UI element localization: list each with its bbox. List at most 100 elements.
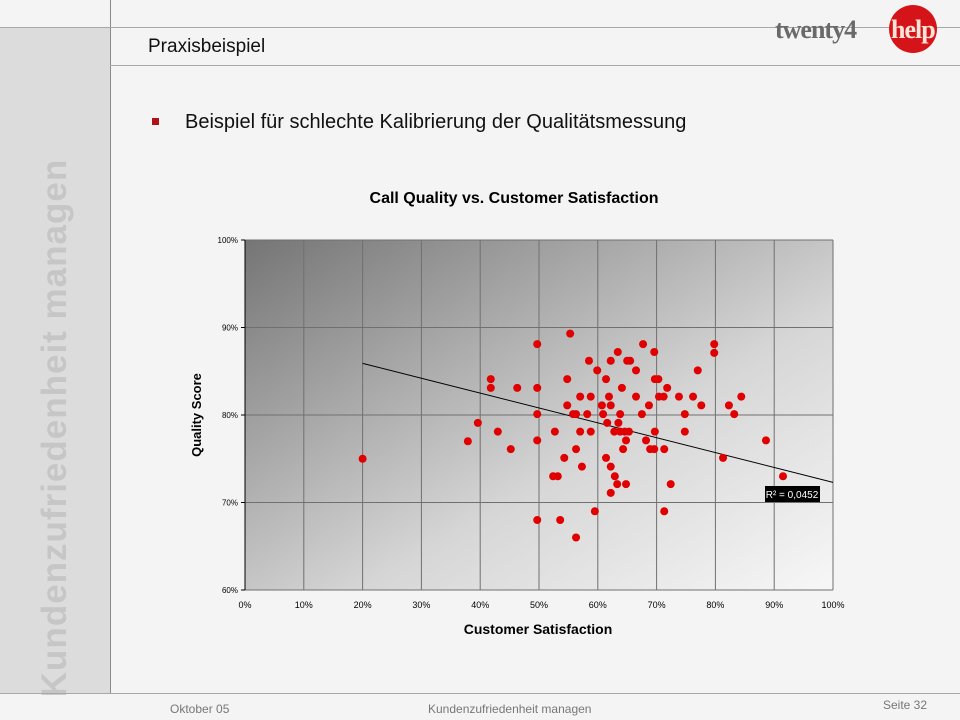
y-tick-label: 60% — [222, 586, 238, 595]
data-point — [639, 340, 648, 349]
x-tick-label: 10% — [295, 600, 313, 610]
data-point — [650, 445, 659, 454]
data-point — [654, 375, 663, 384]
data-point — [602, 453, 611, 462]
data-point — [697, 401, 706, 410]
divider-footer — [0, 693, 960, 694]
logo-circle — [889, 5, 937, 53]
footer-page: Seite 32 — [883, 698, 928, 712]
x-tick-label: 80% — [706, 600, 724, 610]
bullet-icon — [152, 118, 159, 125]
data-point — [660, 507, 669, 516]
data-point — [560, 453, 569, 462]
data-point — [463, 437, 472, 446]
data-point — [617, 383, 626, 392]
data-point — [710, 348, 719, 357]
logo-text-left: twenty4 — [775, 15, 857, 44]
data-point — [358, 454, 367, 463]
data-point — [576, 392, 585, 401]
data-point — [610, 427, 619, 436]
data-point — [689, 392, 698, 401]
data-point — [556, 516, 565, 524]
data-point — [710, 340, 719, 349]
data-point — [473, 418, 482, 427]
data-point — [624, 427, 633, 436]
r2-label: R² = 0,0452 — [766, 490, 819, 501]
data-point — [533, 516, 542, 524]
data-point — [632, 366, 641, 375]
data-point — [566, 329, 575, 338]
footer-date: Oktober 05 — [170, 702, 230, 716]
data-point — [493, 427, 502, 436]
data-point — [533, 340, 542, 349]
data-point — [597, 401, 606, 410]
data-point — [644, 401, 653, 410]
data-point — [563, 401, 572, 410]
data-point — [632, 392, 641, 401]
x-tick-label: 70% — [648, 600, 666, 610]
divider-top — [0, 27, 960, 28]
data-point — [666, 480, 675, 489]
data-point — [614, 418, 623, 427]
top-strip — [110, 0, 960, 27]
data-point — [650, 427, 659, 436]
data-point — [622, 436, 631, 445]
data-point — [642, 436, 651, 445]
logo-text-right: help — [891, 15, 936, 44]
bullet-text: Beispiel für schlechte Kalibrierung der … — [185, 111, 687, 133]
data-point — [599, 410, 608, 419]
data-point — [613, 480, 622, 489]
data-point — [616, 410, 625, 419]
x-tick-label: 60% — [589, 600, 607, 610]
y-tick-label: 90% — [222, 324, 238, 333]
x-tick-label: 90% — [765, 600, 783, 610]
data-point — [583, 410, 592, 419]
data-point — [584, 356, 593, 365]
data-point — [604, 392, 613, 401]
data-point — [613, 348, 622, 356]
data-point — [619, 445, 628, 454]
data-point — [637, 410, 646, 419]
trendline — [362, 362, 834, 483]
page-title: Praxisbeispiel — [148, 36, 266, 57]
y-axis-label: Quality Score — [189, 373, 204, 457]
data-point — [761, 436, 770, 445]
data-point — [606, 462, 615, 471]
sidebar-band: Kundenzufriedenheit managen — [0, 28, 111, 697]
data-point — [593, 366, 602, 375]
data-point — [659, 392, 668, 401]
data-point — [724, 401, 733, 410]
data-point — [586, 392, 595, 401]
data-point — [576, 427, 585, 436]
footer-title: Kundenzufriedenheit managen — [428, 702, 592, 716]
data-point — [513, 383, 522, 392]
data-point — [693, 366, 702, 375]
r2-label-box — [765, 486, 820, 502]
data-point — [506, 445, 515, 454]
data-point — [606, 356, 615, 365]
y-tick-label: 80% — [222, 411, 238, 420]
x-axis-label: Customer Satisfaction — [464, 621, 613, 637]
x-tick-label: 0% — [238, 600, 251, 610]
data-point — [603, 418, 612, 427]
data-point — [663, 383, 672, 392]
data-point — [602, 375, 611, 384]
data-point — [737, 392, 746, 401]
data-point — [606, 401, 615, 410]
data-point — [572, 445, 581, 454]
x-tick-label: 40% — [471, 600, 489, 610]
x-tick-label: 30% — [412, 600, 430, 610]
data-point — [610, 472, 619, 481]
data-point — [660, 445, 669, 454]
data-point — [622, 480, 631, 489]
data-point — [572, 410, 581, 419]
data-point — [533, 436, 542, 445]
x-tick-label: 50% — [530, 600, 548, 610]
data-point — [572, 533, 581, 542]
data-point — [674, 392, 683, 401]
data-point — [486, 375, 495, 384]
y-tick-label: 70% — [222, 499, 238, 508]
data-point — [606, 488, 615, 497]
divider-header — [110, 65, 960, 66]
